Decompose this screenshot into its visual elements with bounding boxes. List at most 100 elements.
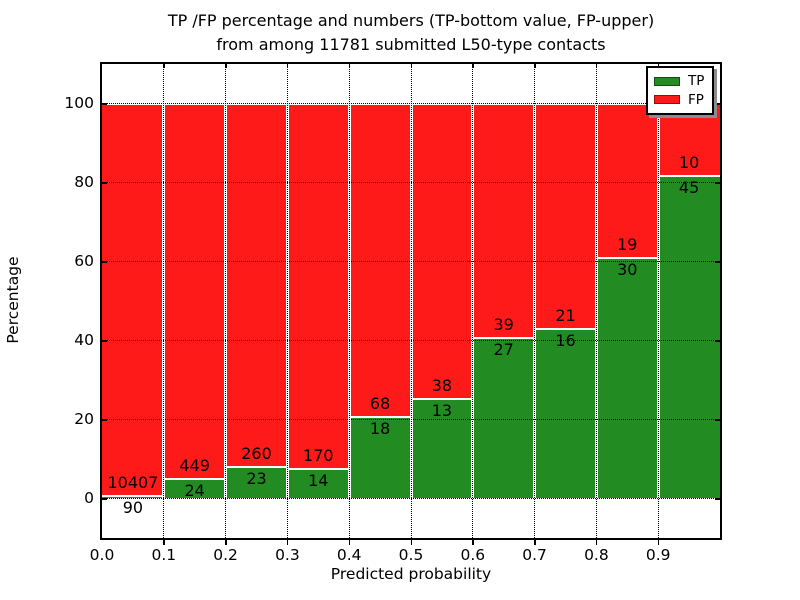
x-tick-mark-bottom: [348, 540, 351, 545]
bar-segment-tp: [163, 478, 226, 499]
y-tick-mark-left: [102, 182, 107, 184]
x-tick-label: 0.8: [584, 546, 609, 564]
bar-label-tp: 24: [184, 481, 205, 501]
gridline-horizontal: [102, 103, 720, 104]
bar-segment-fp: [658, 103, 720, 176]
bar-segment-tp: [349, 415, 411, 499]
gridline-vertical: [472, 64, 474, 538]
gridline-vertical: [286, 64, 288, 538]
bar-label-fp: 170: [303, 446, 334, 466]
bar-segment-tp: [225, 466, 288, 499]
y-tick-mark-right: [715, 498, 720, 500]
y-tick-mark-left: [102, 419, 107, 421]
x-tick-mark-top: [348, 64, 351, 68]
bar-segment-fp: [287, 103, 350, 469]
x-tick-mark-top: [163, 64, 165, 68]
y-tick-mark-left: [102, 103, 107, 105]
x-tick-label: 0.0: [89, 546, 115, 564]
bar-label-fp: 21: [555, 305, 576, 325]
bar-label-tp: 30: [617, 259, 638, 279]
x-tick-mark-bottom: [534, 540, 536, 545]
gridline-vertical: [410, 64, 412, 538]
x-tick-label: 0.1: [151, 546, 177, 564]
y-tick-label: 80: [74, 173, 94, 191]
bar-label-tp: 23: [246, 469, 267, 489]
gridline-horizontal: [102, 498, 720, 499]
bar-label-tp: 27: [493, 339, 514, 359]
y-tick-label: 60: [74, 252, 94, 270]
x-tick-mark-bottom: [286, 540, 289, 545]
x-tick-mark-bottom: [595, 540, 598, 545]
bar-label-fp: 19: [617, 234, 638, 254]
x-tick-mark-top: [410, 64, 412, 68]
legend-item-fp: FP: [648, 93, 712, 107]
gridline-vertical: [595, 64, 597, 538]
y-tick-label: 20: [74, 410, 94, 428]
x-tick-label: 0.3: [275, 546, 300, 564]
bar-segment-tp: [534, 327, 597, 499]
x-tick-label: 0.4: [336, 546, 362, 564]
gridline-vertical: [534, 64, 536, 538]
y-tick-label: 0: [84, 489, 94, 507]
bar-label-fp: 10: [678, 153, 700, 173]
legend-item-tp: TP: [648, 74, 712, 88]
y-tick-mark-right: [715, 103, 720, 105]
x-tick-mark-top: [472, 64, 474, 68]
bar-segment-fp: [596, 103, 659, 257]
y-tick-mark-right: [715, 261, 720, 263]
x-tick-mark-bottom: [472, 540, 474, 545]
x-tick-label: 0.7: [522, 546, 547, 564]
bar-segment-fp: [411, 103, 473, 398]
x-tick-label: 0.5: [398, 546, 424, 564]
bar-segment-fp: [472, 103, 535, 337]
y-tick-mark-left: [102, 261, 107, 263]
bar-label-tp: 18: [369, 418, 391, 438]
x-tick-label: 0.6: [460, 546, 486, 564]
x-tick-mark-top: [595, 64, 598, 68]
bar-label-tp: 90: [122, 498, 144, 518]
x-tick-mark-bottom: [163, 540, 165, 545]
y-axis-label: Percentage: [4, 256, 22, 344]
y-tick-mark-left: [102, 498, 107, 500]
bar-segment-fp: [102, 103, 164, 496]
y-tick-label: 100: [64, 94, 94, 112]
plot-area: 10407 90 449 24 260 23 170 14 68 18 38 13 39 27 21 16 19…: [64, 62, 722, 564]
bar-label-tp: 14: [308, 471, 329, 491]
legend-label-fp: FP: [688, 91, 704, 108]
gridline-vertical: [348, 64, 350, 538]
gridline-vertical: [163, 64, 165, 538]
bar-segment-fp: [349, 103, 411, 416]
bar-segment-tp: [658, 175, 720, 499]
bar-label-tp: 16: [555, 330, 576, 350]
x-tick-mark-bottom: [225, 540, 227, 545]
x-tick-mark-top: [534, 64, 536, 68]
x-tick-mark-bottom: [657, 540, 660, 545]
legend: TP FP: [646, 66, 714, 115]
y-tick-mark-left: [102, 340, 107, 342]
bar-label-fp: 10407: [107, 473, 159, 493]
y-tick-label: 40: [74, 331, 94, 349]
bar-segment-tp: [102, 495, 164, 499]
bar-label-fp: 38: [431, 375, 453, 395]
legend-swatch-tp: [654, 76, 680, 86]
bar-label-fp: 260: [241, 444, 272, 464]
x-tick-label: 0.2: [213, 546, 238, 564]
chart-title-line2: from among 11781 submitted L50-type cont…: [216, 35, 606, 54]
bar-segment-tp: [287, 468, 350, 499]
bar-label-fp: 449: [179, 456, 210, 476]
bar-segment-fp: [225, 103, 288, 467]
bar-segment-tp: [411, 397, 473, 499]
gridline-horizontal: [102, 261, 720, 262]
bar-label-tp: 45: [678, 178, 700, 198]
bar-segment-tp: [472, 336, 535, 499]
legend-label-tp: TP: [688, 73, 705, 90]
x-tick-label: 0.9: [645, 546, 671, 564]
bar-segment-fp: [163, 103, 226, 479]
gridline-horizontal: [102, 182, 720, 183]
chart-title-line1: TP /FP percentage and numbers (TP-bottom…: [167, 11, 655, 30]
y-tick-mark-right: [715, 419, 720, 421]
bar-label-fp: 68: [369, 393, 391, 413]
x-axis-label: Predicted probability: [330, 565, 492, 583]
gridline-vertical: [225, 64, 227, 538]
